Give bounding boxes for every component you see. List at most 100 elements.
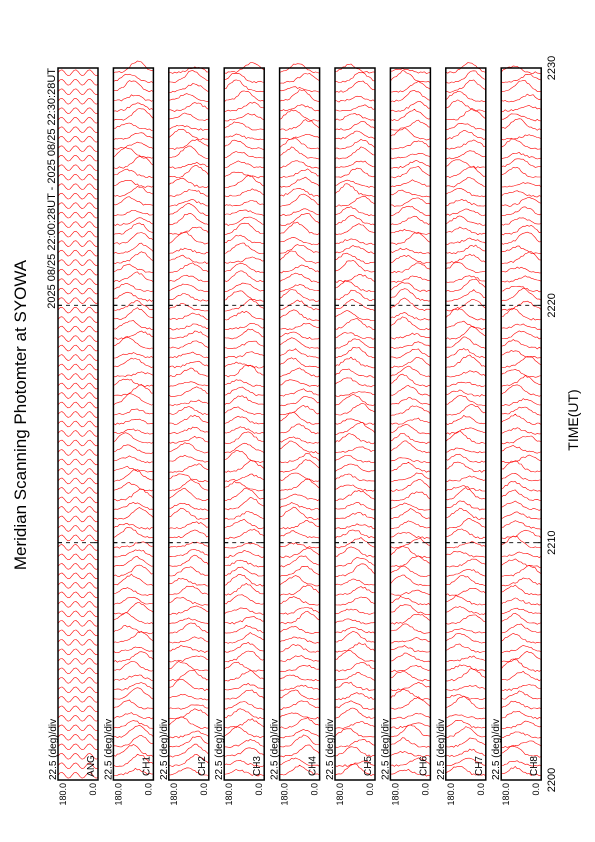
trace-decoration — [334, 763, 376, 776]
y-axis-label: CH6 — [418, 756, 429, 776]
trace-decoration — [501, 300, 542, 311]
trace-decoration — [223, 139, 265, 150]
trace-decoration — [501, 632, 542, 644]
trace-decoration — [113, 455, 154, 464]
y-tick-label: 0.0 — [143, 783, 153, 796]
trace-decoration — [445, 614, 486, 625]
trace-decoration — [168, 435, 209, 444]
trace-decoration — [390, 385, 431, 397]
trace-decoration — [113, 612, 154, 625]
trace-decoration — [113, 179, 154, 188]
trace-decoration — [224, 747, 265, 757]
trace-decoration — [445, 664, 486, 672]
trace-decoration — [224, 431, 265, 444]
trace-decoration — [224, 101, 265, 112]
trace-decoration — [390, 768, 431, 777]
trace-decoration — [113, 232, 154, 245]
trace-decoration — [57, 306, 99, 314]
trace-decoration — [223, 395, 265, 406]
trace-decoration — [224, 121, 265, 131]
trace-decoration — [113, 242, 154, 255]
trace-decoration — [224, 256, 265, 264]
trace-decoration — [390, 89, 431, 103]
trace-decoration — [168, 83, 209, 94]
trace-decoration — [334, 139, 376, 150]
trace-decoration — [113, 196, 154, 206]
trace-decoration — [168, 128, 209, 141]
trace-decoration — [168, 202, 209, 217]
trace-decoration — [334, 289, 376, 302]
trace-decoration — [279, 221, 320, 235]
trace-decoration — [390, 205, 431, 216]
trace-decoration — [445, 475, 486, 482]
trace-decoration — [334, 104, 376, 112]
trace-decoration — [390, 262, 431, 274]
trace-decoration — [224, 739, 265, 748]
x-tick-label: 2210 — [546, 530, 558, 554]
trace-decoration — [334, 356, 376, 369]
trace-decoration — [334, 642, 376, 653]
trace-decoration — [113, 263, 154, 273]
trace-decoration — [390, 197, 431, 207]
trace-decoration — [390, 228, 431, 235]
trace-decoration — [113, 587, 154, 596]
trace-decoration — [445, 177, 486, 188]
trace-decoration — [168, 596, 209, 606]
trace-decoration — [334, 394, 376, 406]
trace-decoration — [334, 529, 376, 539]
y-tick-label: 180.0 — [58, 783, 68, 806]
trace-decoration — [279, 299, 320, 311]
trace-decoration — [113, 378, 154, 387]
trace-decoration — [57, 724, 99, 732]
trace-decoration — [501, 275, 542, 283]
trace-decoration — [279, 728, 320, 739]
trace-decoration — [168, 622, 209, 634]
trace-decoration — [224, 242, 265, 254]
trace-decoration — [113, 502, 154, 510]
trace-decoration — [279, 436, 320, 444]
trace-decoration — [501, 166, 542, 178]
trace-decoration — [57, 354, 99, 361]
trace-decoration — [334, 130, 376, 140]
trace-decoration — [57, 420, 99, 428]
trace-decoration — [113, 156, 154, 169]
trace-decoration — [168, 381, 209, 387]
trace-decoration — [57, 202, 99, 209]
trace-decoration — [390, 555, 431, 568]
trace-decoration — [168, 247, 209, 255]
trace-decoration — [279, 289, 320, 302]
trace-decoration — [445, 262, 486, 273]
trace-decoration — [390, 179, 431, 188]
trace-decoration — [224, 449, 265, 464]
trace-decoration — [113, 699, 154, 710]
trace-decoration — [334, 259, 376, 273]
trace-decoration — [445, 569, 486, 577]
trace-decoration — [445, 187, 486, 198]
trace-decoration — [224, 328, 265, 340]
trace-decoration — [445, 487, 486, 501]
trace-decoration — [113, 168, 154, 178]
trace-decoration — [279, 86, 320, 93]
trace-decoration — [334, 596, 376, 606]
trace-decoration — [501, 760, 542, 767]
trace-decoration — [224, 594, 265, 605]
trace-decoration — [224, 151, 265, 159]
trace-decoration — [390, 166, 431, 179]
trace-decoration — [57, 696, 99, 703]
chart-title: Meridian Scanning Photomter at SYOWA — [11, 259, 30, 570]
trace-decoration — [113, 646, 154, 654]
trace-decoration — [501, 285, 542, 293]
trace-decoration — [57, 221, 99, 228]
trace-decoration — [390, 101, 431, 112]
trace-decoration — [168, 426, 209, 435]
trace-decoration — [390, 440, 431, 454]
trace-decoration — [113, 408, 154, 416]
trace-decoration — [501, 454, 542, 464]
trace-decoration — [57, 715, 99, 722]
trace-decoration — [224, 222, 265, 235]
trace-decoration — [57, 107, 99, 115]
trace-decoration — [390, 70, 431, 83]
trace-decoration — [334, 557, 376, 567]
trace-decoration — [334, 630, 376, 643]
trace-decoration — [279, 636, 320, 644]
